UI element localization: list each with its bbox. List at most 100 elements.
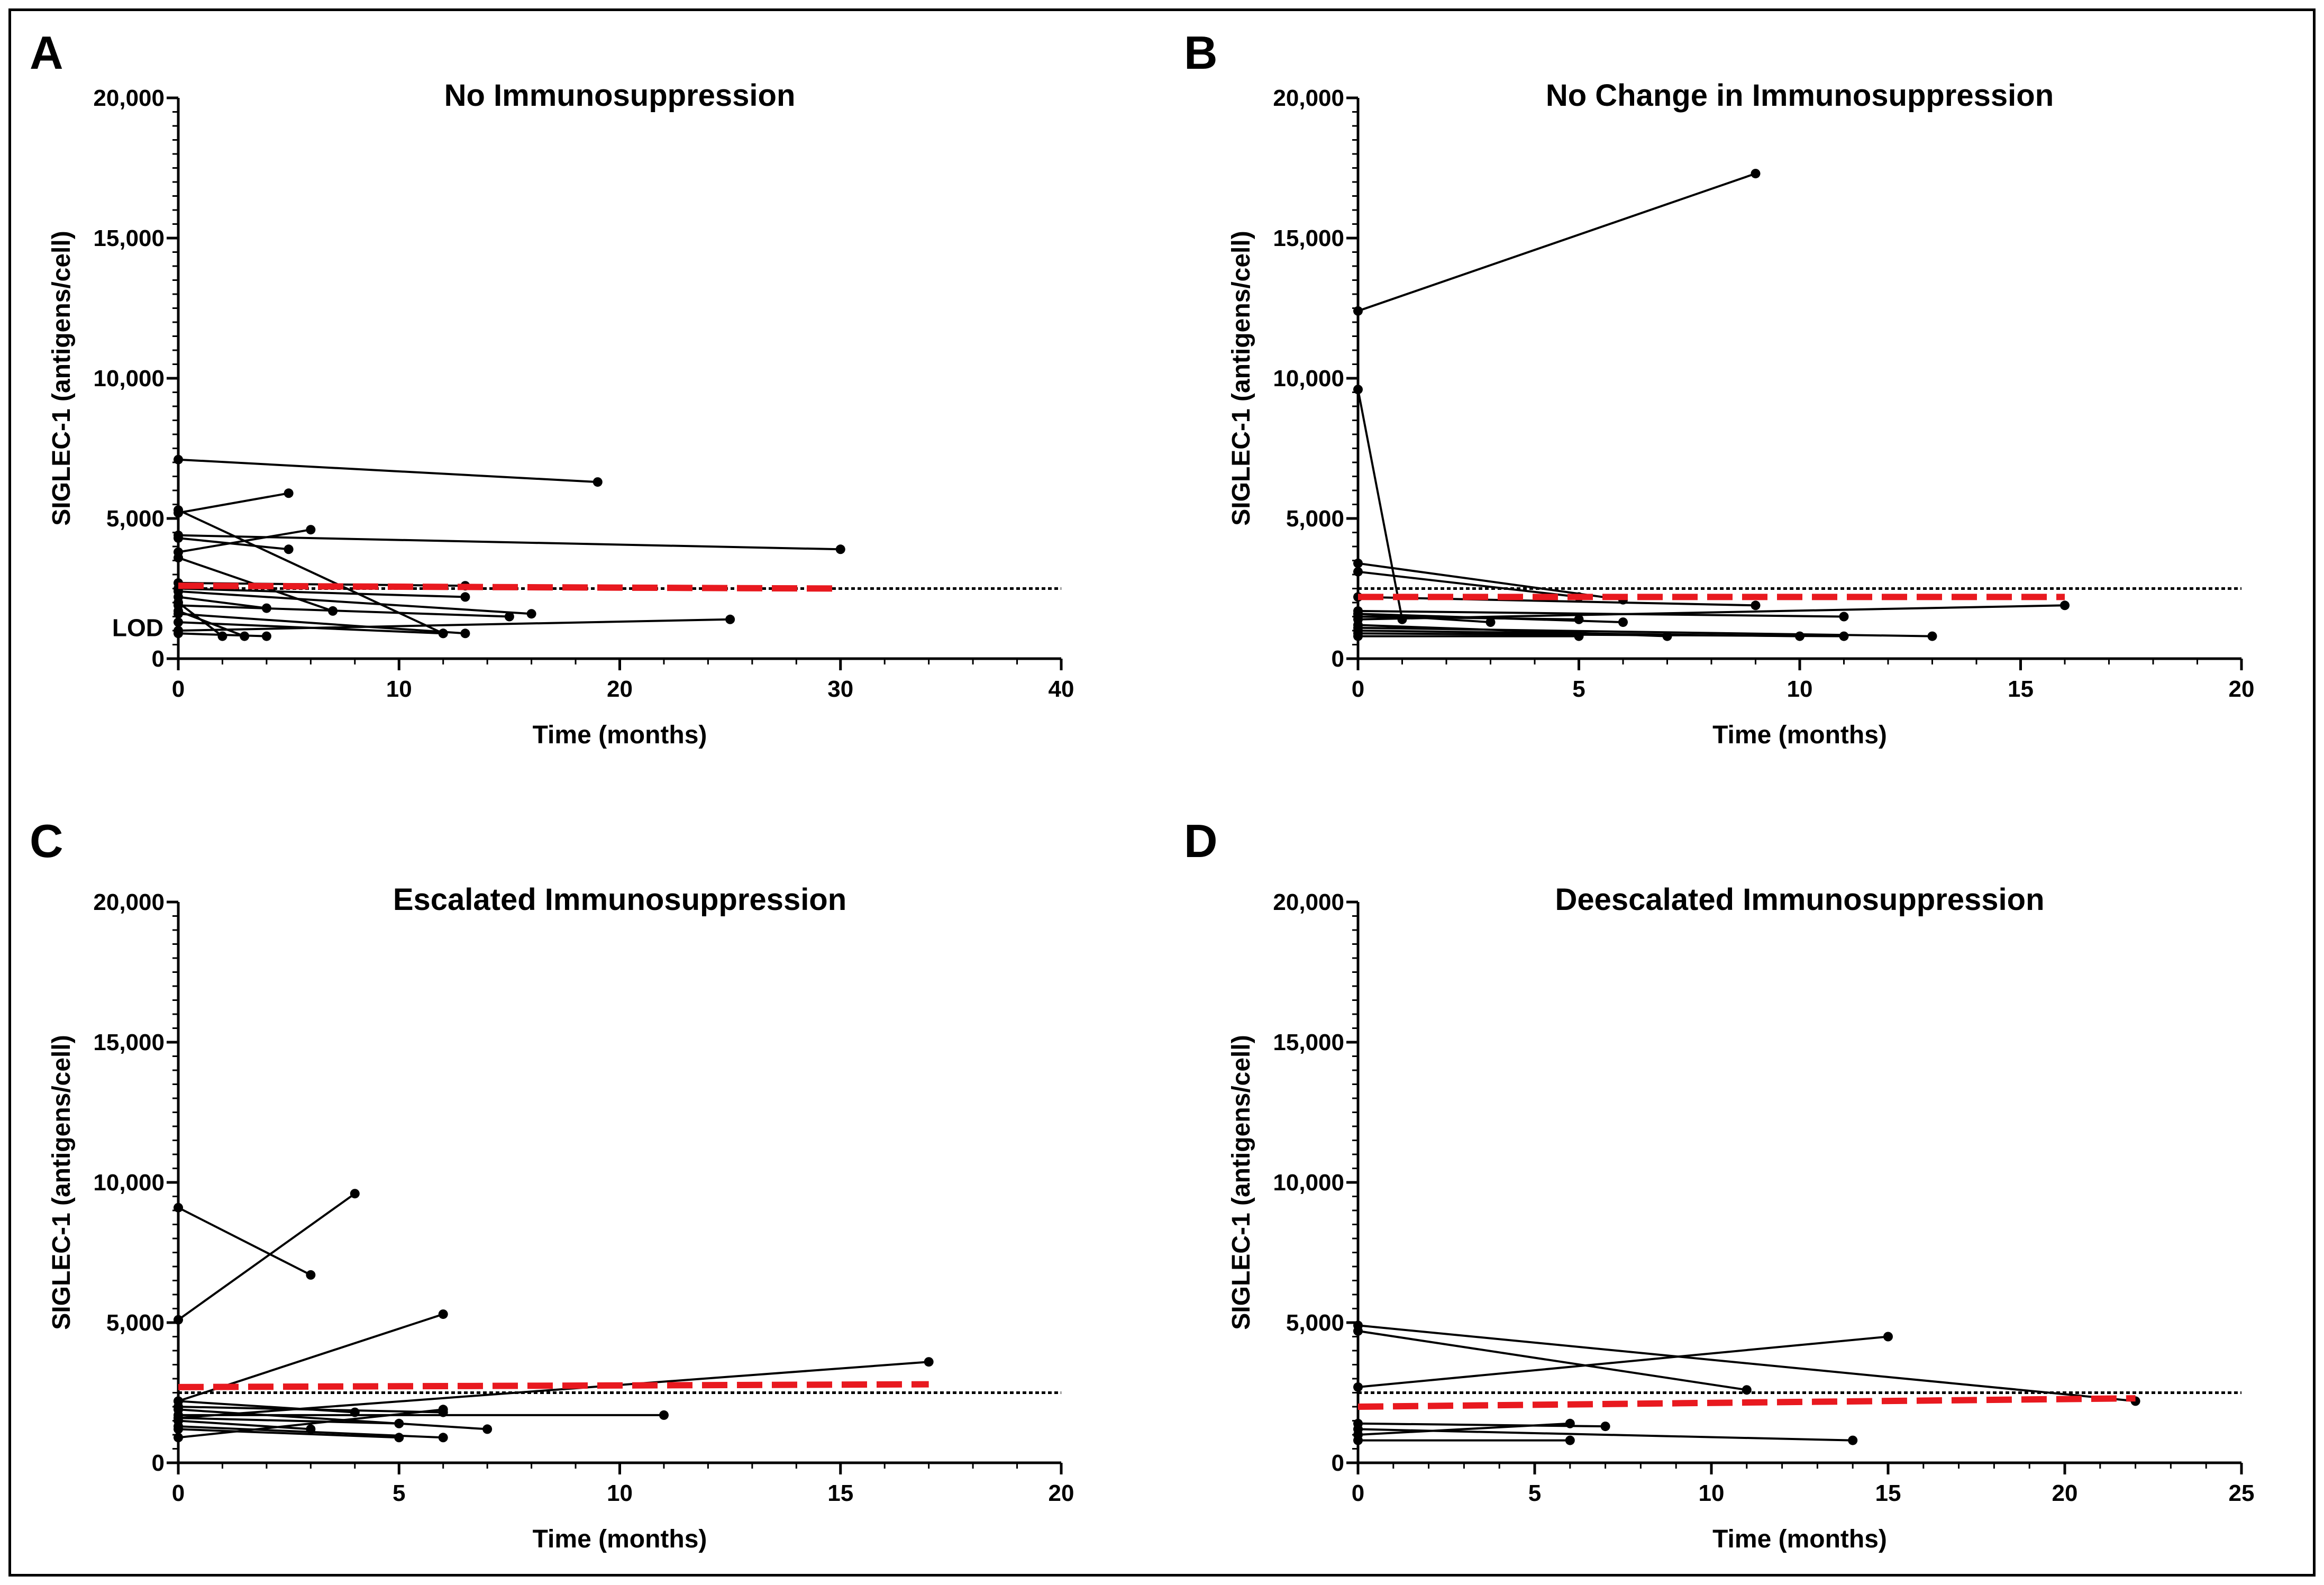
data-point	[1618, 617, 1628, 627]
data-point	[261, 631, 271, 641]
data-point	[835, 544, 845, 554]
data-point	[1353, 609, 1363, 619]
data-point	[217, 631, 227, 641]
series-line-15	[178, 613, 466, 635]
data-point	[1353, 1382, 1363, 1392]
data-point	[174, 1424, 183, 1434]
y-tick-label: 20,000	[1273, 85, 1344, 111]
figure-frame	[8, 8, 2316, 1577]
series-line-11	[178, 596, 267, 609]
series-line-10	[1357, 613, 1491, 624]
series-line-2	[1357, 389, 1403, 620]
series-line-4	[1357, 1422, 1606, 1428]
data-point	[1353, 558, 1363, 568]
series-line-5	[1357, 1422, 1570, 1436]
x-tick-label: 15	[2008, 676, 2034, 702]
data-point	[438, 628, 448, 639]
x-tick-label: 20	[607, 676, 633, 702]
series-line-4	[1357, 570, 1579, 598]
y-tick-label: 0	[1332, 1450, 1344, 1476]
panel-letter: C	[30, 815, 63, 867]
x-axis-label: Time (months)	[1712, 1525, 1887, 1553]
data-point	[438, 1405, 448, 1415]
data-point	[1883, 1332, 1893, 1342]
series-line-14	[178, 621, 443, 635]
y-tick-label: 0	[152, 1450, 165, 1476]
data-point	[306, 1270, 316, 1280]
data-point	[1565, 1418, 1575, 1428]
panel-letter: B	[1184, 26, 1218, 79]
data-point	[924, 1357, 934, 1367]
data-point	[1485, 617, 1496, 627]
series-line-6	[178, 1406, 443, 1414]
x-tick-label: 5	[393, 1480, 405, 1506]
x-tick-label: 0	[172, 676, 185, 702]
data-point	[1742, 1385, 1752, 1395]
data-point	[174, 505, 183, 515]
data-point	[174, 1433, 183, 1443]
y-tick-label: 10,000	[1273, 1170, 1344, 1196]
y-tick-label: 20,000	[1273, 889, 1344, 915]
x-tick-label: 15	[827, 1480, 853, 1506]
series-line-18	[178, 632, 267, 637]
series-line-1	[178, 1206, 312, 1276]
y-tick-label: 15,000	[1273, 1030, 1344, 1055]
data-point	[482, 1424, 493, 1434]
x-tick-label: 15	[1875, 1480, 1901, 1506]
series-line-4	[178, 534, 841, 551]
y-tick-label: 5,000	[1286, 506, 1344, 532]
x-tick-label: 30	[827, 676, 853, 702]
y-tick-label: 5,000	[1286, 1310, 1344, 1336]
data-point	[460, 628, 470, 639]
data-point	[174, 617, 183, 627]
series-line-17	[177, 602, 223, 637]
data-point	[2060, 600, 2070, 611]
data-point	[174, 1405, 183, 1415]
series-line-16	[178, 610, 245, 637]
panel-letter: D	[1184, 815, 1218, 867]
series-line-2	[178, 492, 289, 514]
series-line-9	[178, 587, 466, 598]
series-line-3	[1357, 1335, 1889, 1388]
panel-letter: A	[30, 26, 63, 79]
x-tick-label: 10	[386, 676, 412, 702]
data-point	[1751, 169, 1761, 179]
y-axis-label: SIGLEC-1 (antigens/cell)	[48, 231, 76, 525]
data-point	[174, 628, 183, 639]
x-tick-label: 40	[1049, 676, 1074, 702]
chart-panel-b: B No Change in Immunosuppression 0 5,000 10,…	[1184, 26, 2254, 749]
data-point	[1848, 1435, 1858, 1445]
data-point	[1574, 614, 1584, 624]
data-point	[1353, 567, 1363, 577]
x-tick-label: 0	[172, 1480, 185, 1506]
data-point	[394, 1433, 404, 1443]
y-tick-label: 5,000	[106, 506, 165, 532]
x-tick-label: 20	[2229, 676, 2255, 702]
series-line-1	[1357, 172, 1756, 312]
data-point	[350, 1189, 360, 1199]
data-point	[306, 525, 316, 535]
series-line-6	[178, 537, 289, 551]
data-point	[504, 612, 514, 622]
y-tick-label: 0	[152, 646, 165, 672]
x-tick-label: 20	[2052, 1480, 2078, 1506]
series-line-13	[178, 1408, 443, 1439]
chart-title: No Change in Immunosuppression	[1546, 78, 2054, 113]
series-line-10	[178, 590, 532, 615]
series-line-12	[178, 1428, 399, 1439]
y-tick-label: 10,000	[93, 366, 165, 391]
y-tick-label: 20,000	[93, 85, 165, 111]
data-point	[1353, 1424, 1363, 1434]
x-axis-label: Time (months)	[533, 1525, 707, 1553]
data-point	[1353, 306, 1363, 316]
trend-line	[178, 582, 841, 592]
data-point	[1565, 1435, 1575, 1445]
x-tick-label: 25	[2229, 1480, 2255, 1506]
data-point	[1839, 631, 1849, 641]
data-point	[1574, 631, 1584, 641]
x-tick-label: 10	[1699, 1480, 1725, 1506]
x-tick-label: 0	[1352, 1480, 1364, 1506]
data-point	[284, 544, 294, 554]
series-line-5	[1357, 596, 1756, 607]
data-point	[460, 592, 470, 602]
